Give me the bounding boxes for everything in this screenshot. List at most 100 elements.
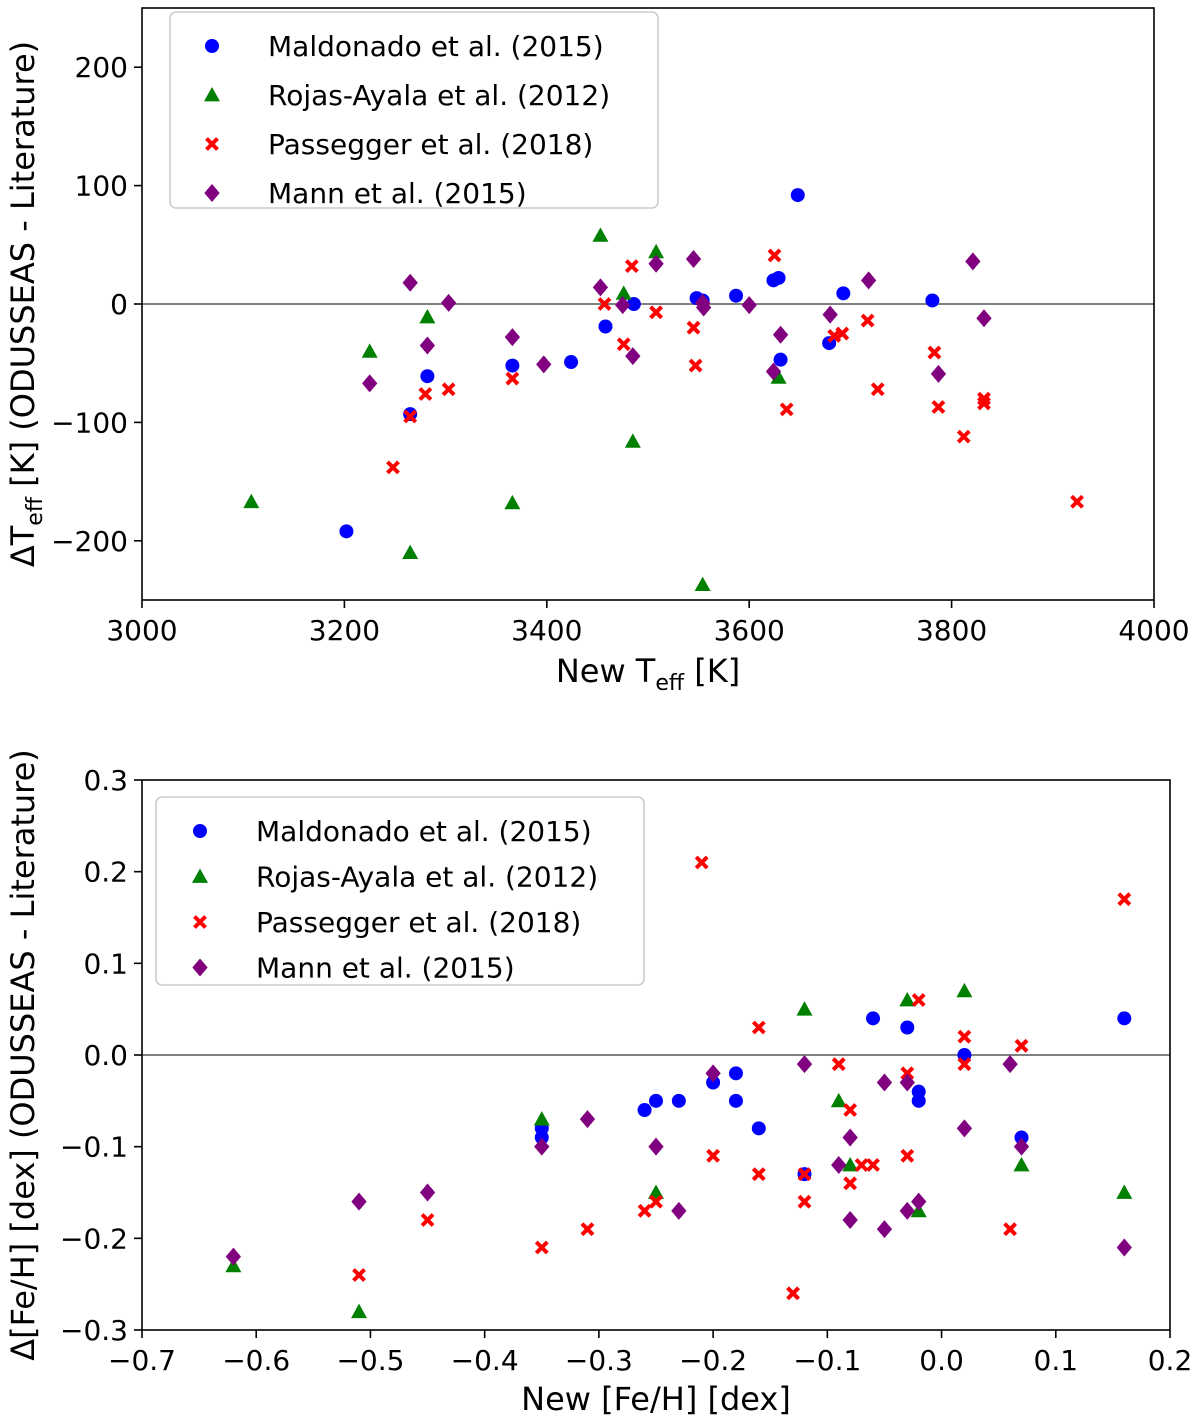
legend-marker-passegger	[205, 137, 219, 151]
data-point-passegger	[977, 396, 991, 411]
data-point-rojas	[351, 1303, 368, 1319]
x-axis-label: New [Fe/H] [dex]	[521, 1380, 791, 1418]
legend-marker-rojas	[204, 87, 220, 102]
data-point-mann	[696, 298, 712, 317]
data-point-passegger	[649, 1194, 663, 1209]
data-point-maldonado	[420, 369, 435, 384]
y-tick-label: −200	[51, 525, 128, 558]
data-point-mann	[822, 305, 838, 324]
data-point-mann	[1002, 1055, 1018, 1074]
x-tick-label: 3200	[309, 614, 380, 647]
data-point-mann	[536, 355, 552, 374]
data-point-passegger	[866, 1158, 880, 1172]
data-point-mann	[842, 1211, 858, 1229]
data-point-passegger	[900, 1066, 915, 1081]
data-point-mann	[534, 1137, 550, 1156]
series-mann	[225, 1055, 1132, 1266]
data-point-rojas	[899, 992, 916, 1007]
data-point-passegger	[797, 1194, 812, 1209]
data-point-maldonado	[598, 319, 613, 334]
data-point-mann	[225, 1247, 242, 1266]
y-axis-label: Δ[Fe/H] [dex] (ODUSSEAS - Literature)	[4, 749, 42, 1361]
data-point-mann	[976, 309, 992, 328]
data-point-maldonado	[1014, 1130, 1029, 1145]
data-point-passegger	[751, 1167, 766, 1182]
data-point-passegger	[649, 305, 664, 320]
data-point-maldonado	[706, 1075, 721, 1090]
data-point-passegger	[624, 259, 639, 274]
legend: Maldonado et al. (2015) Rojas-Ayala et al…	[169, 11, 659, 210]
data-point-passegger	[386, 460, 400, 475]
legend-label-rojas: Rojas-Ayala et al. (2012)	[256, 861, 598, 894]
series-maldonado	[339, 188, 940, 539]
data-point-mann	[615, 296, 631, 315]
data-point-passegger	[957, 1029, 972, 1044]
data-point-mann	[765, 362, 782, 381]
y-tick-label: −0.3	[60, 1314, 128, 1347]
data-point-maldonado	[925, 293, 940, 308]
data-point-rojas	[694, 576, 711, 592]
data-point-mann	[671, 1201, 687, 1220]
x-tick-label: 0.0	[919, 1344, 964, 1377]
x-tick-label: 3000	[106, 614, 177, 647]
chart-1: 3000 3200 3400 3600 3800 4000 −200 −100 0 100 200 N…	[4, 7, 1190, 696]
x-tick-label: 3400	[511, 614, 582, 647]
data-point-mann	[362, 374, 378, 393]
data-point-maldonado	[911, 1093, 926, 1108]
data-point-mann	[685, 250, 702, 269]
data-point-maldonado	[836, 286, 851, 301]
data-point-passegger	[706, 1148, 721, 1163]
series-passegger	[386, 248, 1085, 509]
data-point-mann	[1013, 1137, 1030, 1156]
data-point-mann	[741, 296, 757, 315]
series-rojas	[243, 227, 787, 592]
legend-label-passegger: Passegger et al. (2018)	[268, 128, 593, 161]
data-point-passegger	[779, 402, 794, 417]
data-point-mann	[419, 1183, 436, 1202]
data-point-passegger	[911, 993, 926, 1007]
data-point-passegger	[1070, 494, 1085, 509]
data-point-passegger	[694, 855, 709, 870]
data-point-passegger	[900, 1148, 915, 1163]
data-point-rojas	[419, 309, 436, 324]
data-point-mann	[648, 1137, 664, 1156]
data-point-passegger	[1003, 1222, 1018, 1237]
data-point-passegger	[835, 326, 850, 341]
x-tick-label: −0.2	[679, 1344, 747, 1377]
data-point-passegger	[616, 337, 631, 352]
data-point-rojas	[1116, 1184, 1133, 1199]
data-point-passegger	[441, 382, 456, 397]
data-point-mann	[831, 1156, 847, 1174]
data-point-passegger	[1014, 1038, 1029, 1053]
legend-marker-mann	[192, 958, 208, 977]
data-point-mann	[911, 1192, 927, 1211]
data-point-maldonado	[649, 1093, 663, 1108]
legend-label-mann: Mann et al. (2015)	[268, 177, 527, 210]
data-point-maldonado	[728, 1093, 743, 1108]
data-point-passegger	[767, 248, 782, 263]
x-tick-label: 0.2	[1148, 1344, 1193, 1377]
data-point-mann	[899, 1201, 915, 1220]
legend-label-passegger: Passegger et al. (2018)	[256, 906, 581, 939]
data-point-maldonado	[339, 524, 354, 539]
data-point-maldonado	[637, 1103, 652, 1117]
data-point-mann	[876, 1220, 893, 1239]
data-point-mann	[592, 278, 609, 297]
legend-label-maldonado: Maldonado et al. (2015)	[268, 30, 604, 63]
chart-2: −0.7 −0.6 −0.5 −0.4 −0.3 −0.2 −0.1 0.0 0.1 0.2 −0.…	[4, 749, 1192, 1418]
data-point-maldonado	[671, 1093, 686, 1108]
data-point-maldonado	[790, 188, 805, 203]
data-point-maldonado	[866, 1011, 881, 1026]
x-tick-label: −0.7	[108, 1344, 176, 1377]
data-point-passegger	[831, 1057, 846, 1072]
data-point-mann	[842, 1128, 858, 1147]
data-point-rojas	[842, 1157, 859, 1172]
data-point-maldonado	[900, 1020, 915, 1035]
data-point-mann	[625, 347, 641, 366]
data-point-passegger	[686, 320, 701, 335]
legend-label-mann: Mann et al. (2015)	[256, 952, 515, 985]
y-tick-label: 0.2	[83, 856, 128, 889]
legend-marker-maldonado	[205, 39, 219, 53]
data-point-rojas	[592, 227, 609, 242]
